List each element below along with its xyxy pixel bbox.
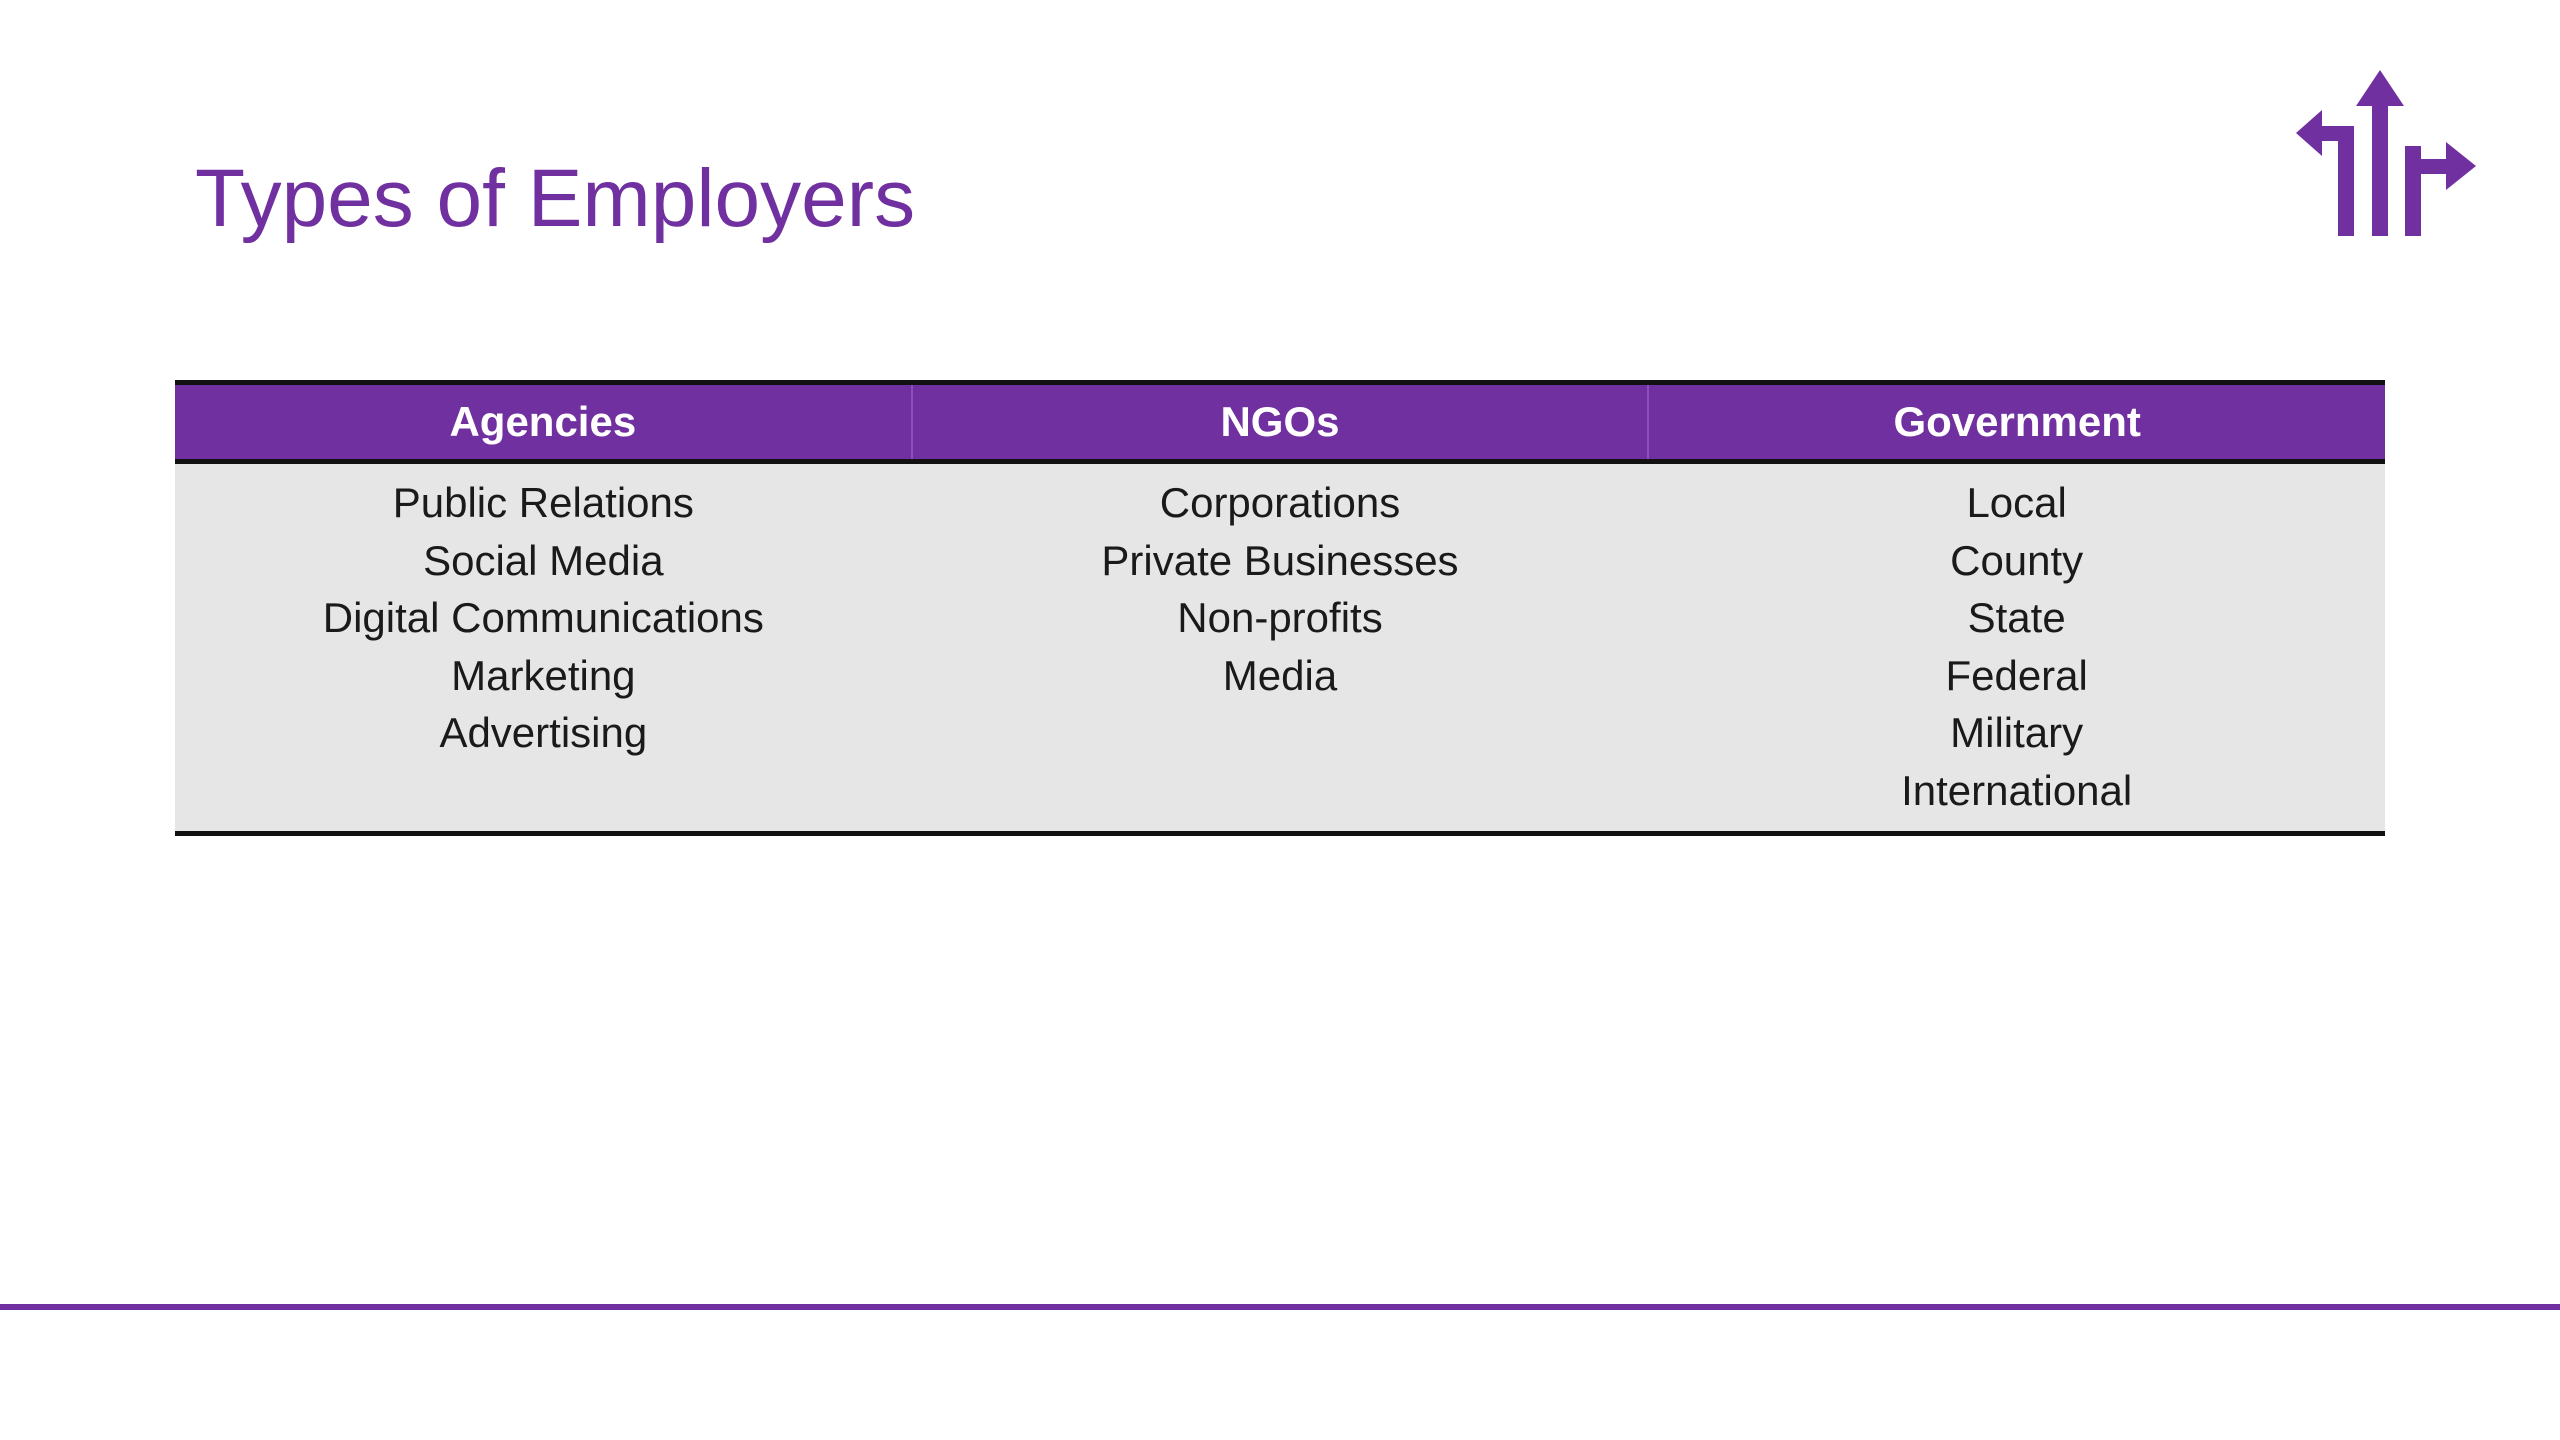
list-item: Military	[1950, 709, 2084, 756]
list-item: Social Media	[423, 536, 664, 584]
list-item: Corporations	[1159, 479, 1401, 526]
header-agencies: Agencies	[175, 380, 912, 464]
employers-table: Agencies NGOs Government Public Relation…	[175, 380, 2385, 836]
table-header-row: Agencies NGOs Government	[175, 380, 2385, 464]
slide-title: Types of Employers	[195, 153, 916, 244]
list-item: Private Businesses	[1101, 536, 1459, 584]
list-item: Digital Communications	[322, 594, 764, 641]
list-item: Advertising	[439, 709, 648, 756]
list-item: Local	[1966, 479, 2067, 526]
list-item: Marketing	[451, 651, 636, 699]
list-item: County	[1950, 536, 2084, 584]
ngos-cell: Corporations Private Businesses Non-prof…	[911, 461, 1649, 836]
header-government: Government	[1647, 380, 2385, 464]
agencies-cell: Public Relations Social Media Digital Co…	[175, 461, 912, 836]
list-item: Non-profits	[1177, 594, 1383, 641]
government-cell: Local County State Federal Military Inte…	[1648, 461, 2385, 836]
list-item: Media	[1222, 651, 1338, 699]
list-item: International	[1901, 766, 2133, 814]
header-ngos: NGOs	[910, 380, 1649, 464]
table-body-row: Public Relations Social Media Digital Co…	[175, 461, 2385, 836]
list-item: Federal	[1945, 651, 2088, 699]
list-item: Public Relations	[392, 479, 694, 526]
directional-arrows-icon	[2296, 70, 2476, 236]
list-item: State	[1967, 594, 2066, 641]
footer-divider	[0, 1304, 2560, 1310]
